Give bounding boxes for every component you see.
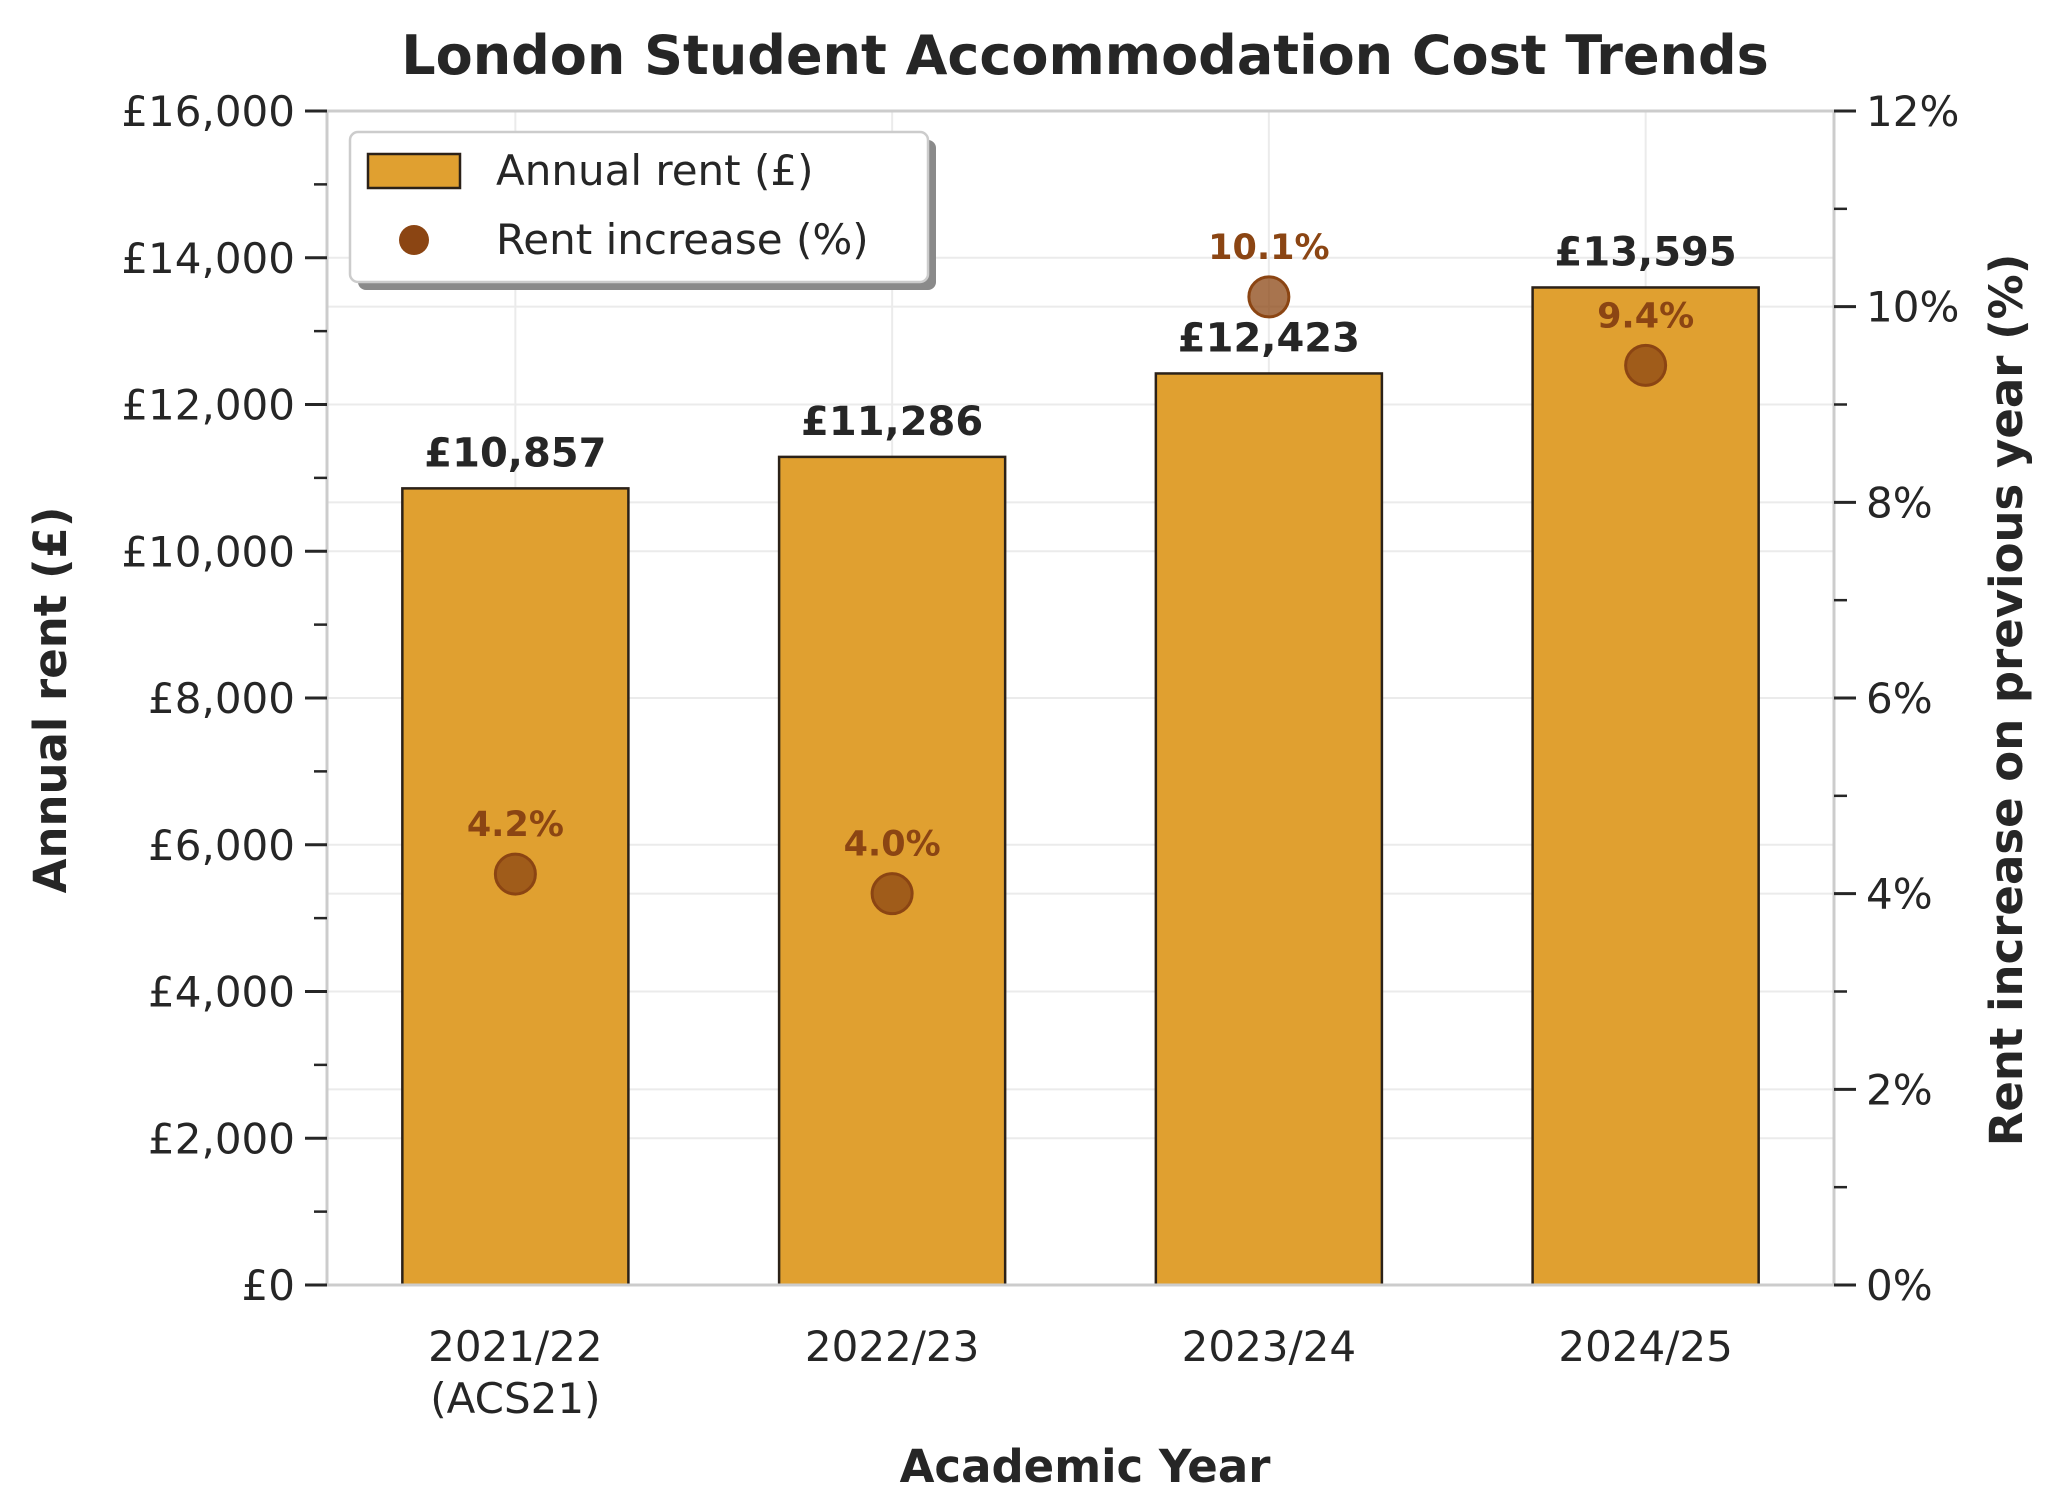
y-tick-label: £10,000 [121, 527, 295, 576]
y2-tick-label: 0% [1866, 1261, 1933, 1310]
y-tick-label: £6,000 [148, 821, 295, 870]
rent-increase-label: 4.2% [467, 805, 564, 845]
x-tick-label: 2024/25 [1558, 1322, 1732, 1371]
chart-title: London Student Accommodation Cost Trends [401, 24, 1769, 87]
bar-value-label: £12,423 [1178, 315, 1360, 361]
legend-box [348, 130, 930, 284]
y2-tick-label: 10% [1866, 283, 1959, 332]
y2-axis-title: Rent increase on previous year (%) [1980, 254, 2033, 1147]
x-tick-label: 2023/24 [1182, 1322, 1356, 1371]
x-axis-title: Academic Year [900, 1440, 1272, 1493]
y-tick-label: £12,000 [121, 381, 295, 430]
rent-increase-point [870, 872, 914, 916]
y-tick-label: £16,000 [121, 87, 295, 136]
y2-tick-label: 2% [1866, 1065, 1933, 1114]
y2-tick-label: 4% [1866, 870, 1933, 919]
x-tick-label: 2021/22 [428, 1322, 602, 1371]
rent-increase-label: 10.1% [1208, 228, 1329, 268]
x-tick-label: 2022/23 [805, 1322, 979, 1371]
rent-increase-label: 9.4% [1597, 296, 1694, 336]
bar [1531, 286, 1760, 1287]
rent-increase-point [1247, 275, 1291, 319]
legend: Annual rent (£) Rent increase (%) [348, 130, 936, 290]
bar-value-label: £13,595 [1555, 229, 1737, 275]
x-tick-label: (ACS21) [430, 1374, 600, 1423]
y-tick-label: £2,000 [148, 1114, 295, 1163]
y2-tick-label: 6% [1866, 674, 1933, 723]
bar-value-label: £11,286 [801, 399, 983, 445]
legend-label-increase: Rent increase (%) [496, 215, 869, 264]
y-tick-label: £14,000 [121, 234, 295, 283]
y-tick-label: £8,000 [148, 674, 295, 723]
rent-increase-point [1624, 343, 1668, 387]
rent-increase-point [493, 852, 537, 896]
y2-tick-label: 12% [1866, 87, 1959, 136]
legend-point-swatch [399, 225, 429, 255]
bar [1154, 372, 1384, 1287]
bar [777, 455, 1007, 1287]
y-tick-label: £0 [242, 1261, 295, 1310]
legend-label-rent: Annual rent (£) [496, 146, 813, 195]
legend-bar-swatch [366, 152, 462, 190]
bar-value-label: £10,857 [424, 430, 606, 476]
rent-increase-label: 4.0% [844, 825, 941, 865]
y2-tick-label: 8% [1866, 478, 1933, 527]
y-axis-title: Annual rent (£) [24, 507, 77, 894]
y-tick-label: £4,000 [148, 968, 295, 1017]
